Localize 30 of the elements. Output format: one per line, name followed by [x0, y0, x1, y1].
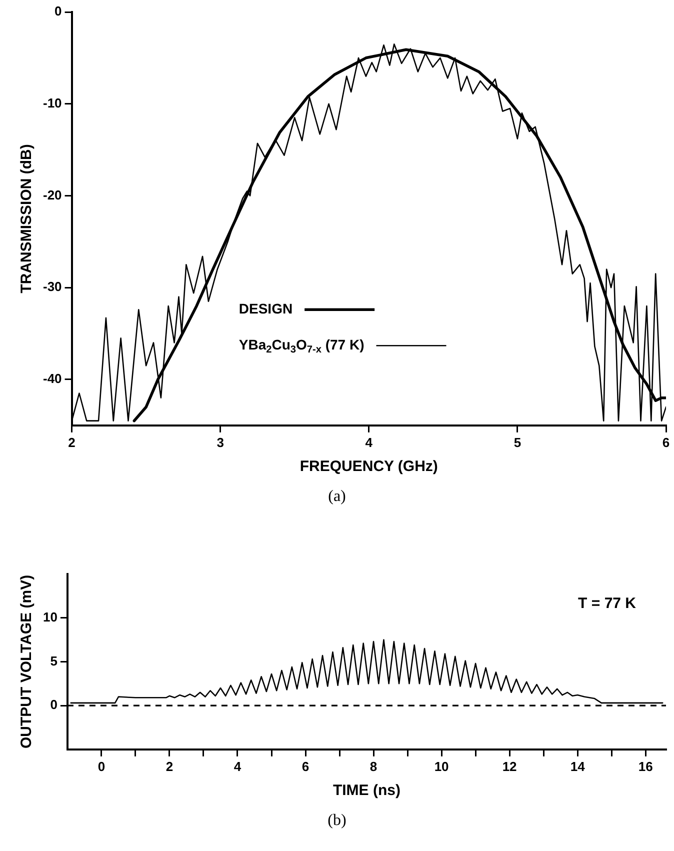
y-tick-label: -20 [42, 187, 62, 202]
y-tick-label: 5 [50, 653, 58, 668]
y-tick-label: -30 [42, 279, 62, 294]
x-tick-label: 12 [502, 758, 517, 774]
legend-label: DESIGN [238, 300, 293, 317]
annotation: T = 77 K [578, 595, 636, 612]
x-tick-label: 2 [166, 758, 174, 774]
x-tick-label: 6 [302, 758, 310, 774]
y-tick-label: -10 [42, 95, 62, 110]
y-axis-title: TRANSMISSION (dB) [18, 144, 36, 294]
y-tick-label: 10 [42, 609, 58, 624]
y-tick-label: 0 [54, 4, 62, 19]
x-axis-title: TIME (ns) [332, 782, 400, 800]
y-tick-label: 0 [50, 697, 58, 712]
y-tick-label: -40 [42, 371, 62, 386]
y-axis-title: OUTPUT VOLTAGE (mV) [18, 574, 36, 749]
text: (b) [326, 811, 348, 831]
x-axis-title: FREQUENCY (GHz) [300, 458, 438, 476]
x-tick-label: 6 [662, 434, 670, 450]
x-tick-label: 4 [234, 758, 242, 774]
x-tick-label: 5 [514, 434, 522, 450]
x-tick-label: 2 [68, 434, 76, 450]
x-tick-label: 4 [365, 434, 374, 450]
x-tick-label: 16 [638, 758, 653, 774]
x-tick-label: 14 [570, 758, 586, 774]
x-tick-label: 0 [98, 758, 106, 774]
x-tick-label: 10 [434, 758, 449, 774]
x-tick-label: 3 [216, 434, 224, 450]
x-tick-label: 8 [370, 758, 378, 774]
text: (a) [327, 487, 347, 507]
